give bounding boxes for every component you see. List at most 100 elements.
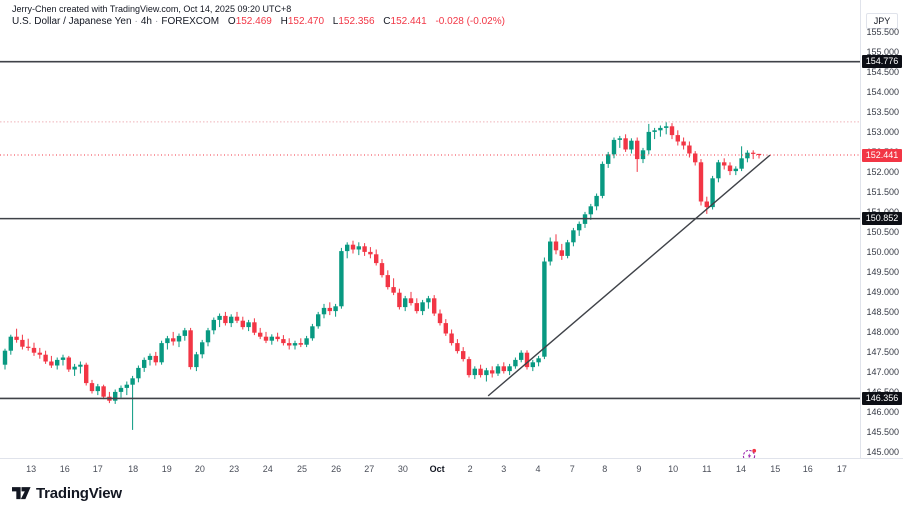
- candle-body: [200, 342, 205, 355]
- candle-body: [147, 355, 153, 360]
- candle-body: [362, 246, 367, 252]
- candle-body: [356, 246, 361, 250]
- price-tick-label: 145.000: [866, 447, 899, 458]
- symbol-ohlc-row: U.S. Dollar / Japanese Yen · 4h · FOREXCOM O…: [12, 16, 505, 27]
- open-value: 152.469: [235, 16, 272, 27]
- time-tick-label: 8: [602, 464, 608, 474]
- time-tick-label: 14: [736, 464, 747, 474]
- candle-body: [594, 195, 599, 207]
- candle-body: [385, 275, 390, 288]
- candle-body: [37, 352, 42, 355]
- chart-pane[interactable]: Jerry-Chen created with TradingView.com,…: [0, 0, 860, 463]
- candle-body: [559, 250, 564, 256]
- time-tick-label: 9: [636, 464, 642, 474]
- price-tick-label: 148.000: [866, 327, 899, 338]
- candlestick-chart[interactable]: [0, 0, 860, 458]
- price-tick-label: 147.500: [866, 347, 899, 358]
- tradingview-logo-text: TradingView: [36, 485, 122, 502]
- candle-body: [751, 152, 756, 154]
- time-tick-label: 13: [26, 464, 37, 474]
- candle-body: [217, 315, 222, 320]
- candle-body: [171, 338, 176, 342]
- price-tick-label: 150.000: [866, 247, 899, 258]
- candle-wick: [27, 338, 29, 351]
- candle-body: [687, 145, 692, 154]
- currency-unit-badge[interactable]: JPY: [866, 13, 898, 29]
- price-tick-label: 150.500: [866, 227, 899, 238]
- price-tick-label: 155.500: [866, 27, 899, 38]
- price-tick-label: 146.000: [866, 407, 899, 418]
- candle-body: [182, 330, 187, 336]
- candle-body: [461, 351, 466, 360]
- candle-body: [89, 383, 95, 392]
- candle-body: [43, 354, 48, 362]
- candle-body: [513, 359, 518, 367]
- price-tick-label: 149.500: [866, 267, 899, 278]
- candle-body: [298, 343, 303, 345]
- candle-body: [124, 384, 129, 388]
- candle-body: [333, 306, 338, 312]
- candle-body: [165, 338, 170, 344]
- candle-body: [136, 367, 141, 379]
- candle-body: [501, 366, 506, 372]
- candle-body: [536, 358, 541, 363]
- candle-body: [745, 152, 750, 159]
- candle-body: [95, 386, 100, 392]
- separator: ·: [155, 16, 159, 27]
- exchange-label: FOREXCOM: [161, 16, 220, 27]
- price-tick-label: 147.000: [866, 367, 899, 378]
- candle-body: [669, 126, 675, 136]
- candle-wick: [62, 354, 64, 366]
- time-axis[interactable]: 13 16 17 18 19 20 23 24 25 26 27 30 Oct 2 3 4 7 8 9 10 11 14 1…: [0, 458, 903, 479]
- candle-body: [681, 141, 686, 146]
- candle-body: [542, 261, 547, 357]
- lightning-bolt-glyph: [747, 453, 752, 459]
- tradingview-logo[interactable]: TradingView: [12, 485, 122, 502]
- candle-body: [310, 326, 315, 339]
- candle-body: [577, 223, 582, 231]
- time-tick-label: 20: [194, 464, 205, 474]
- candle-body: [727, 165, 733, 172]
- price-tick-label: 154.500: [866, 67, 899, 78]
- low-label: L: [332, 16, 339, 27]
- candle-body: [722, 162, 727, 166]
- candle-body: [507, 366, 512, 372]
- candle-body: [275, 336, 280, 340]
- symbol-title[interactable]: U.S. Dollar / Japanese Yen: [12, 16, 132, 27]
- candle-body: [437, 313, 443, 324]
- candle-body: [66, 357, 71, 370]
- time-tick-label: 4: [535, 464, 541, 474]
- candle-body: [432, 298, 437, 314]
- change-value: -0.028 (-0.02%): [435, 16, 505, 27]
- high-value: 152.470: [287, 16, 325, 27]
- time-tick-label: 26: [331, 464, 342, 474]
- time-tick-label: 27: [364, 464, 375, 474]
- candle-body: [159, 343, 164, 363]
- candle-body: [31, 347, 37, 353]
- candle-body: [391, 287, 396, 293]
- candle-body: [350, 244, 356, 250]
- candle-body: [153, 355, 158, 363]
- candle-body: [478, 368, 483, 376]
- time-tick-label: Oct: [429, 464, 445, 474]
- candle-body: [606, 154, 611, 164]
- time-tick-label: 2: [467, 464, 473, 474]
- candle-body: [588, 206, 593, 215]
- candle-wick: [132, 375, 134, 430]
- price-axis[interactable]: JPY 155.500 155.000 154.500 154.000 153.500 1…: [860, 0, 903, 478]
- candle-body: [716, 162, 721, 179]
- candle-wick: [74, 363, 76, 376]
- candle-body: [611, 139, 617, 155]
- candle-body: [229, 316, 234, 324]
- trend-line[interactable]: [487, 154, 771, 397]
- level-price-badge: 154.776: [862, 55, 902, 69]
- candle-body: [664, 126, 669, 128]
- interval-label[interactable]: 4h: [140, 16, 152, 27]
- candle-body: [565, 242, 570, 256]
- candle-body: [130, 378, 135, 385]
- candle-body: [756, 153, 762, 155]
- candle-wick: [665, 122, 667, 135]
- candle-body: [258, 332, 263, 337]
- candle-body: [408, 298, 414, 304]
